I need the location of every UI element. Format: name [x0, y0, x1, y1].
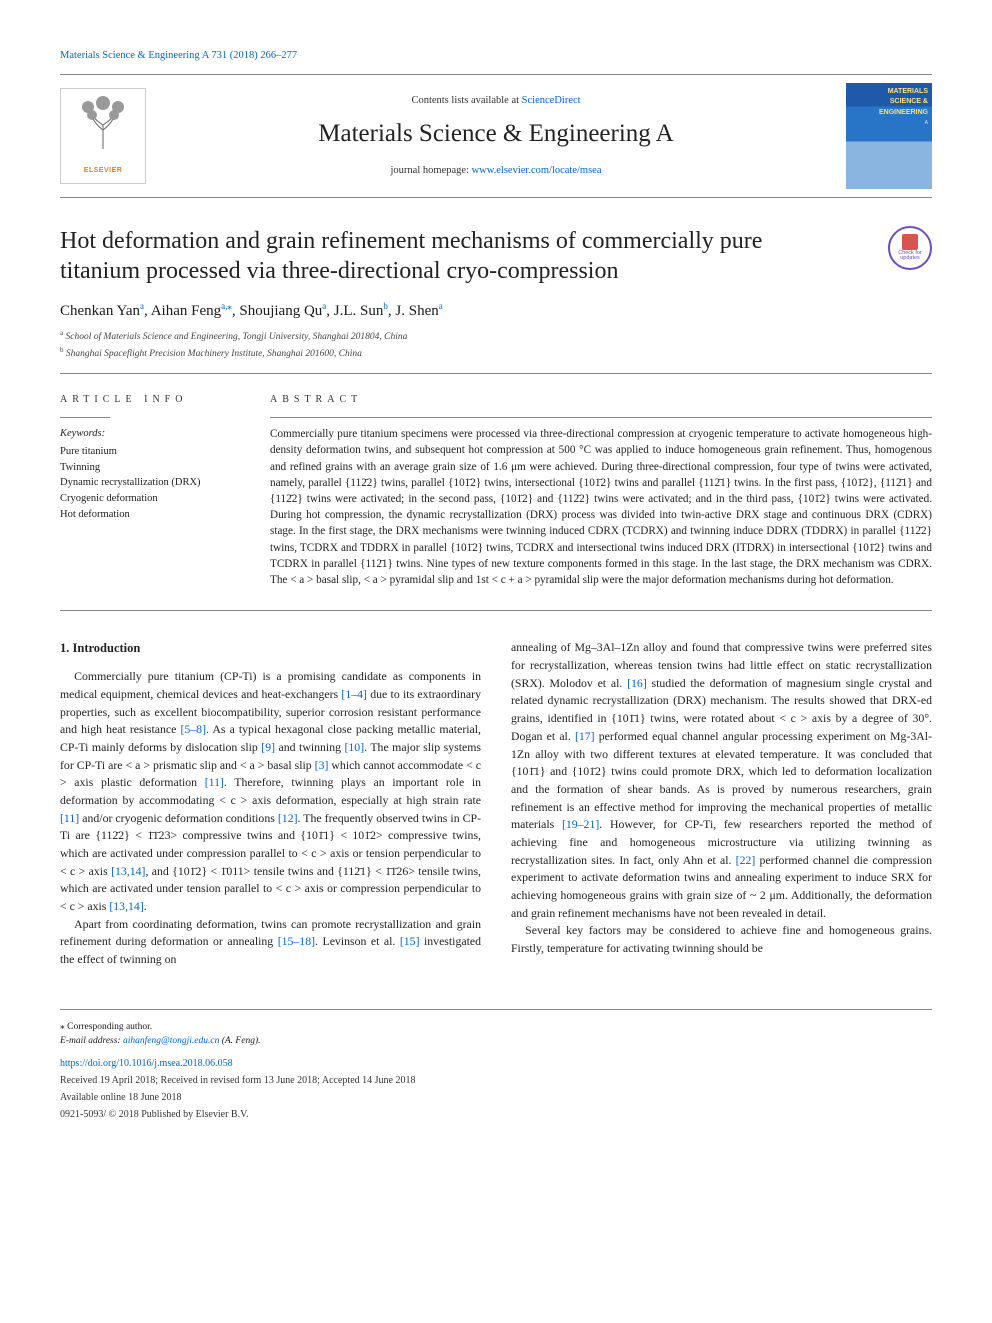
ref-13-14a[interactable]: [13,14]: [111, 864, 145, 878]
ref-19-21[interactable]: [19–21]: [562, 817, 599, 831]
keyword-3: Dynamic recrystallization (DRX): [60, 475, 248, 491]
homepage-prefix: journal homepage:: [391, 165, 472, 176]
article-info-column: ARTICLE INFO Keywords: Pure titanium Twi…: [60, 392, 270, 588]
affil-b: Shanghai Spaceflight Precision Machinery…: [66, 349, 362, 359]
author-1: Chenkan Yan: [60, 303, 140, 319]
footer: ⁎ Corresponding author. E-mail address: …: [60, 1009, 932, 1123]
keyword-2: Twinning: [60, 460, 248, 476]
ref-11b[interactable]: [11]: [60, 811, 79, 825]
abs-rule: [270, 417, 932, 418]
elsevier-brand-text: ELSEVIER: [84, 166, 123, 177]
author-3-affil[interactable]: a: [322, 301, 326, 311]
kw-rule: [60, 417, 110, 418]
author-3: Shoujiang Qu: [239, 303, 322, 319]
body-two-column: 1. Introduction Commercially pure titani…: [60, 639, 932, 968]
doi-link[interactable]: https://doi.org/10.1016/j.msea.2018.06.0…: [60, 1056, 932, 1071]
ref-22[interactable]: [22]: [736, 853, 756, 867]
cover-line-2: SCIENCE &: [850, 97, 928, 108]
email-line: E-mail address: aihanfeng@tongji.edu.cn …: [60, 1034, 932, 1048]
paragraph-1: Commercially pure titanium (CP-Ti) is a …: [60, 668, 481, 916]
header-center: Contents lists available at ScienceDirec…: [146, 93, 846, 178]
corresponding-star[interactable]: ⁎: [227, 301, 232, 311]
foot-corr-label: Corresponding author.: [65, 1022, 152, 1032]
affiliation-list: a School of Materials Science and Engine…: [60, 328, 932, 361]
abstract-text: Commercially pure titanium specimens wer…: [270, 426, 932, 588]
paragraph-3: annealing of Mg–3Al–1Zn alloy and found …: [511, 639, 932, 922]
keyword-5: Hot deformation: [60, 507, 248, 523]
ref-5-8[interactable]: [5–8]: [180, 722, 206, 736]
article-title: Hot deformation and grain refinement mec…: [60, 226, 830, 286]
ref-10[interactable]: [10]: [344, 740, 364, 754]
author-list: Chenkan Yana, Aihan Fenga,⁎, Shoujiang Q…: [60, 300, 932, 323]
ref-12[interactable]: [12]: [278, 811, 298, 825]
ref-16[interactable]: [16]: [627, 676, 647, 690]
author-2: Aihan Feng: [151, 303, 221, 319]
homepage-line: journal homepage: www.elsevier.com/locat…: [164, 163, 828, 179]
elsevier-logo: ELSEVIER: [60, 88, 146, 184]
tree-icon: [78, 95, 128, 166]
sciencedirect-link[interactable]: ScienceDirect: [522, 95, 581, 106]
author-5: J. Shen: [395, 303, 438, 319]
contents-prefix: Contents lists available at: [411, 95, 521, 106]
abstract-label: ABSTRACT: [270, 392, 932, 407]
affil-a: School of Materials Science and Engineer…: [65, 332, 407, 342]
p1d: and twinning: [275, 740, 344, 754]
author-4-affil[interactable]: b: [383, 301, 388, 311]
email-link[interactable]: aihanfeng@tongji.edu.cn: [123, 1036, 219, 1046]
paragraph-2: Apart from coordinating deformation, twi…: [60, 916, 481, 969]
paragraph-4: Several key factors may be considered to…: [511, 922, 932, 957]
keyword-1: Pure titanium: [60, 444, 248, 460]
keyword-4: Cryogenic deformation: [60, 491, 248, 507]
ref-3[interactable]: [3]: [315, 758, 329, 772]
journal-name: Materials Science & Engineering A: [164, 115, 828, 153]
p2b: . Levinson et al.: [315, 934, 400, 948]
cover-line-3: ENGINEERING: [850, 108, 928, 119]
available-online: Available online 18 June 2018: [60, 1090, 932, 1105]
p1k: .: [144, 899, 147, 913]
ref-17[interactable]: [17]: [575, 729, 595, 743]
author-5-affil[interactable]: a: [439, 301, 443, 311]
contents-list-line: Contents lists available at ScienceDirec…: [164, 93, 828, 109]
article-info-label: ARTICLE INFO: [60, 392, 248, 407]
ref-15[interactable]: [15]: [400, 934, 420, 948]
ref-13-14b[interactable]: [13,14]: [109, 899, 143, 913]
journal-header: ELSEVIER Contents lists available at Sci…: [60, 74, 932, 198]
author-4: J.L. Sun: [334, 303, 384, 319]
body-column-right: annealing of Mg–3Al–1Zn alloy and found …: [511, 639, 932, 968]
keywords-head: Keywords:: [60, 426, 248, 442]
article-history: Received 19 April 2018; Received in revi…: [60, 1073, 932, 1088]
p3c: performed equal channel angular processi…: [511, 729, 932, 831]
journal-cover-thumb: MATERIALS SCIENCE & ENGINEERING A: [846, 83, 932, 189]
abstract-column: ABSTRACT Commercially pure titanium spec…: [270, 392, 932, 588]
body-column-left: 1. Introduction Commercially pure titani…: [60, 639, 481, 968]
divider: [60, 373, 932, 374]
email-label: E-mail address:: [60, 1036, 123, 1046]
corresponding-note: ⁎ Corresponding author.: [60, 1020, 932, 1034]
check-for-updates-text: Check for updates: [890, 251, 930, 262]
check-for-updates-badge[interactable]: Check for updates: [888, 226, 932, 270]
cover-sub: A: [850, 120, 928, 128]
homepage-link[interactable]: www.elsevier.com/locate/msea: [472, 165, 602, 176]
email-suffix: (A. Feng).: [219, 1036, 260, 1046]
journal-citation[interactable]: Materials Science & Engineering A 731 (2…: [60, 48, 932, 64]
crossmark-icon: [902, 234, 918, 250]
ref-15-18[interactable]: [15–18]: [278, 934, 315, 948]
ref-9[interactable]: [9]: [261, 740, 275, 754]
affil-b-sup: b: [60, 346, 64, 354]
cover-line-1: MATERIALS: [850, 87, 928, 98]
affil-a-sup: a: [60, 329, 63, 337]
ref-11a[interactable]: [11]: [205, 775, 224, 789]
intro-heading: 1. Introduction: [60, 639, 481, 658]
author-1-affil[interactable]: a: [140, 301, 144, 311]
p1h: and/or cryogenic deformation conditions: [79, 811, 278, 825]
copyright-line: 0921-5093/ © 2018 Published by Elsevier …: [60, 1107, 932, 1122]
ref-1-4[interactable]: [1–4]: [341, 687, 367, 701]
